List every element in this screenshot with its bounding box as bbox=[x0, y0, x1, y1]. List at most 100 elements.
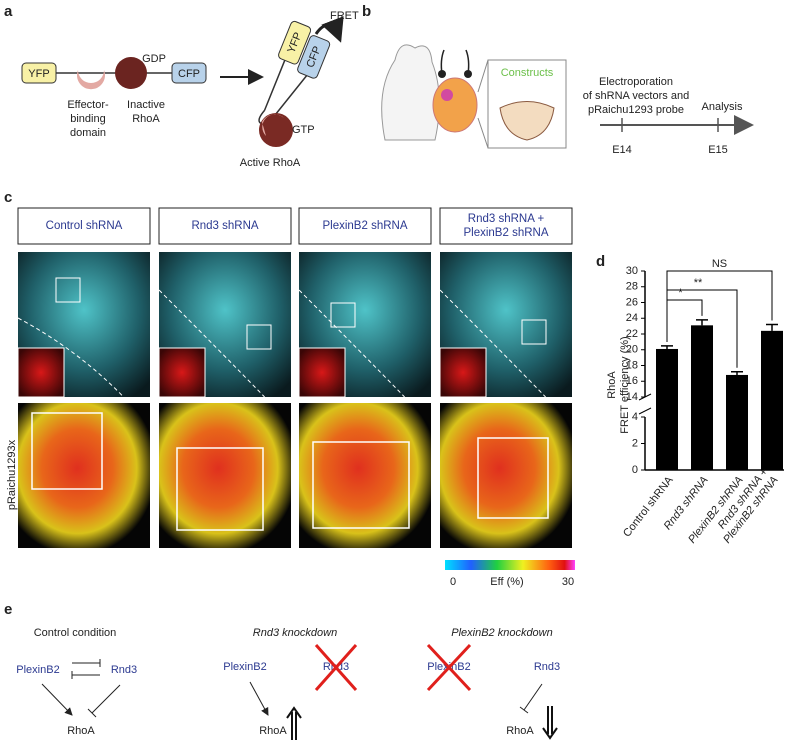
panel-letter: b bbox=[362, 3, 371, 20]
zoom-lines bbox=[477, 59, 489, 149]
activate bbox=[249, 681, 269, 716]
significance-label: NS bbox=[712, 258, 727, 270]
fret-arrow bbox=[314, 16, 344, 43]
increase-arrow bbox=[286, 706, 302, 740]
bar bbox=[726, 374, 748, 470]
active-label: Active RhoA bbox=[240, 157, 301, 169]
inhibit bbox=[72, 659, 101, 667]
inactive-label: Inactive bbox=[127, 99, 165, 111]
panel-c: c pRaichu1293x 0 Eff (%) 30 Control shRN… bbox=[4, 189, 575, 588]
colorbar-min: 0 bbox=[450, 576, 456, 588]
significance-bracket bbox=[666, 270, 773, 342]
colorbar-label: Eff (%) bbox=[490, 576, 523, 588]
bar bbox=[656, 348, 678, 470]
yfp-box bbox=[21, 62, 57, 84]
roi-box bbox=[477, 437, 549, 519]
roi-box bbox=[521, 319, 547, 345]
fret-image bbox=[299, 403, 431, 548]
inhibit bbox=[87, 684, 121, 718]
panel-letter: d bbox=[596, 253, 605, 270]
inset bbox=[158, 347, 206, 398]
roi-box bbox=[176, 447, 264, 531]
header-label: PlexinB2 shRNA bbox=[463, 227, 548, 239]
roi-box bbox=[31, 412, 103, 490]
node-label: Rnd3 bbox=[111, 664, 137, 676]
constructs-label: Constructs bbox=[501, 67, 554, 79]
cfp-box bbox=[171, 62, 207, 84]
scenario-title: PlexinB2 knockdown bbox=[451, 627, 553, 639]
knockout-cross bbox=[314, 644, 358, 691]
inhibit bbox=[519, 683, 543, 714]
header-box bbox=[298, 207, 432, 245]
node-label: PlexinB2 bbox=[223, 661, 266, 673]
fret-image bbox=[159, 403, 291, 548]
gdp-label: GDP bbox=[142, 53, 166, 65]
electroporation-label: Electroporation bbox=[599, 76, 673, 88]
inactive-label: RhoA bbox=[132, 113, 160, 125]
error-bar bbox=[731, 371, 743, 375]
ventricle-border bbox=[439, 289, 546, 398]
y-tick-label: 16 bbox=[626, 375, 638, 387]
fret-label: FRET bbox=[330, 10, 359, 22]
electroporation-label: pRaichu1293 probe bbox=[588, 104, 684, 116]
fret-image bbox=[18, 403, 150, 548]
inhibit bbox=[71, 671, 100, 679]
panel-letter: e bbox=[4, 601, 12, 618]
yfp-label: YFP bbox=[28, 68, 49, 80]
active-construct: YFP CFP bbox=[258, 20, 331, 126]
scenario-title: Rnd3 knockdown bbox=[253, 627, 337, 639]
e14-label: E14 bbox=[612, 144, 632, 156]
panel-letter: c bbox=[4, 189, 12, 206]
header-label: Control shRNA bbox=[46, 220, 123, 232]
header-box bbox=[17, 207, 151, 245]
colorbar-max: 30 bbox=[562, 576, 574, 588]
node-label: PlexinB2 bbox=[16, 664, 59, 676]
inset bbox=[17, 347, 65, 398]
node-label: Rnd3 bbox=[534, 661, 560, 673]
y-tick-label: 0 bbox=[632, 464, 638, 476]
significance-label: * bbox=[678, 287, 683, 299]
effector-label: binding bbox=[70, 113, 105, 125]
ventricle-border bbox=[298, 289, 405, 398]
mouse bbox=[381, 44, 440, 141]
header-label: Rnd3 shRNA + bbox=[468, 213, 545, 225]
y-axis-label: FRET efficiency (%) bbox=[619, 336, 631, 433]
y-tick-label: 20 bbox=[626, 344, 638, 356]
header-label: Rnd3 shRNA bbox=[191, 220, 258, 232]
panel-letter: a bbox=[4, 3, 13, 20]
y-tick-label: 30 bbox=[626, 265, 638, 277]
panel-b: b Constructs Electroporation of shRNA ve… bbox=[362, 3, 754, 156]
y-tick-label: 18 bbox=[626, 359, 638, 371]
brain-slice bbox=[499, 101, 555, 141]
bar bbox=[691, 325, 713, 470]
e15-label: E15 bbox=[708, 144, 728, 156]
effector-domain bbox=[77, 70, 106, 90]
node-label: RhoA bbox=[67, 725, 95, 737]
active-rhoa bbox=[259, 113, 293, 147]
embryo bbox=[432, 77, 478, 133]
electroporation-label: of shRNA vectors and bbox=[583, 90, 689, 102]
y-axis-label: RhoA bbox=[606, 371, 618, 399]
ventricle-border bbox=[17, 317, 124, 398]
cfp-label: CFP bbox=[178, 68, 200, 80]
y-tick-label: 2 bbox=[632, 437, 638, 449]
colorbar bbox=[445, 560, 575, 570]
gtp-label: GTP bbox=[292, 124, 315, 136]
inactive-rhoa bbox=[115, 57, 147, 89]
header-label: PlexinB2 shRNA bbox=[322, 220, 407, 232]
significance-label: ** bbox=[694, 277, 703, 289]
decrease-arrow bbox=[542, 706, 558, 740]
fret-image bbox=[440, 403, 572, 548]
analysis-label: Analysis bbox=[702, 101, 743, 113]
roi-box bbox=[330, 302, 356, 328]
activate bbox=[41, 683, 73, 716]
effector-label: domain bbox=[70, 127, 106, 139]
y-tick-label: 22 bbox=[626, 328, 638, 340]
panel-a: a YFP CFP GDP Effector- binding domain I… bbox=[4, 3, 359, 169]
bar bbox=[761, 330, 783, 470]
roi-box bbox=[246, 324, 272, 350]
y-tick-label: 14 bbox=[626, 391, 638, 403]
y-tick-label: 24 bbox=[626, 312, 638, 324]
node-label: RhoA bbox=[259, 725, 287, 737]
